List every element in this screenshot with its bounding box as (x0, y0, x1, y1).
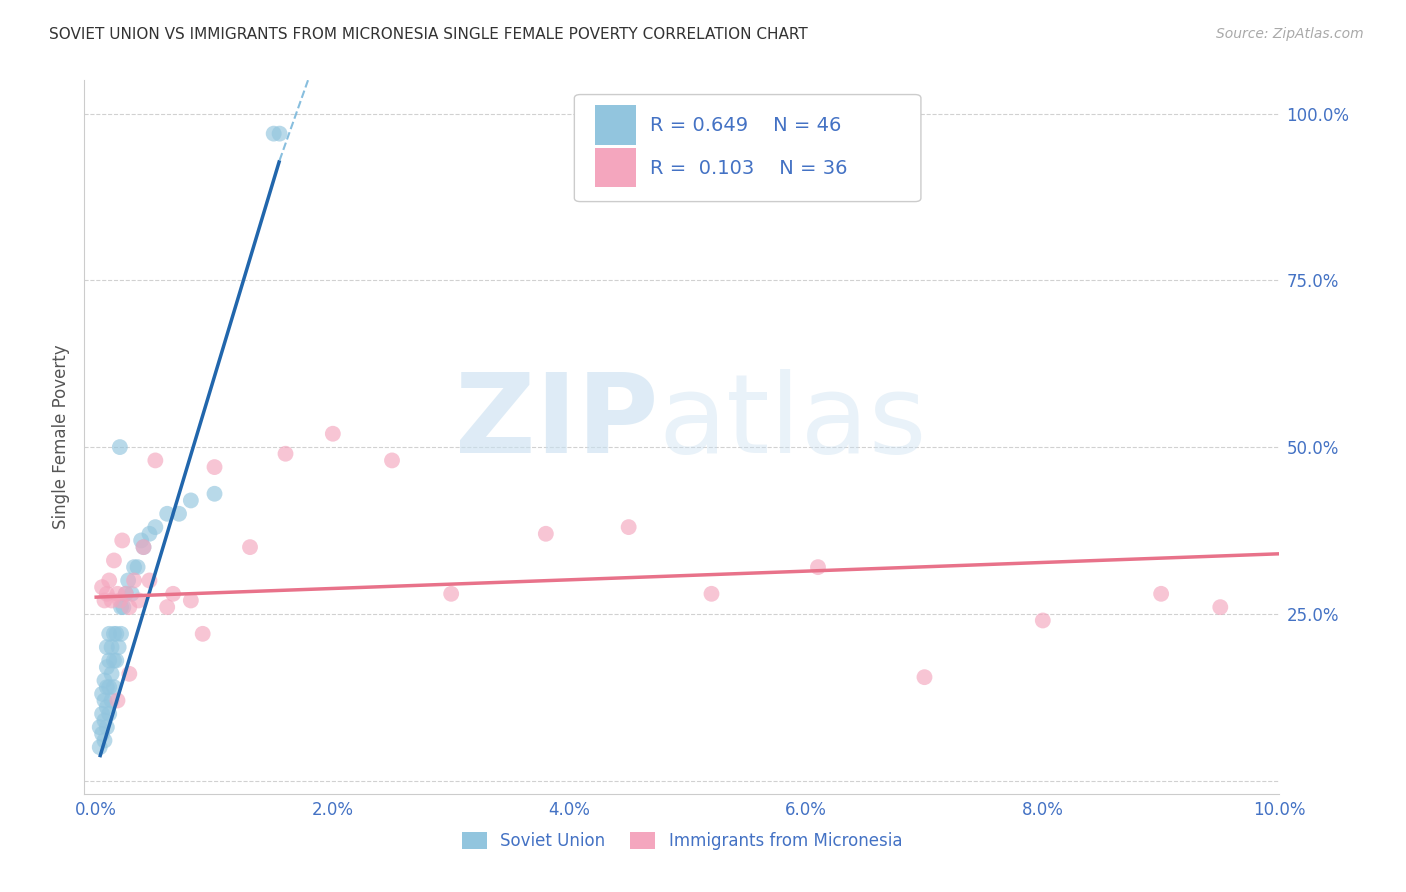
Point (98, 680, 121, 694)
Legend: Soviet Union, Immigrants from Micronesia: Soviet Union, Immigrants from Micronesia (456, 825, 908, 857)
FancyBboxPatch shape (595, 148, 637, 187)
Point (105, 627, 128, 641)
Point (118, 666, 141, 681)
Point (132, 540, 155, 554)
Point (1150, 587, 1173, 601)
Point (191, 627, 214, 641)
Point (118, 600, 141, 615)
Point (1209, 600, 1232, 615)
Point (121, 587, 143, 601)
Point (269, 127, 291, 141)
Point (93, 673, 115, 688)
Point (1032, 614, 1054, 628)
Point (114, 587, 136, 601)
Point (112, 600, 135, 615)
Point (89, 720, 111, 734)
Point (700, 587, 723, 601)
Point (96, 640, 118, 655)
Point (204, 460, 226, 475)
Point (122, 560, 145, 574)
Point (534, 526, 557, 541)
Point (132, 540, 155, 554)
Text: R =  0.103    N = 36: R = 0.103 N = 36 (650, 159, 848, 178)
Point (110, 627, 132, 641)
Point (440, 587, 463, 601)
Point (96, 660, 118, 674)
Point (807, 560, 830, 574)
Point (100, 693, 122, 707)
Point (617, 520, 640, 534)
Point (180, 493, 202, 508)
Point (91, 687, 114, 701)
Point (103, 653, 125, 667)
Point (129, 533, 152, 548)
Point (914, 670, 936, 684)
Point (93, 593, 115, 607)
Point (110, 600, 132, 615)
Point (143, 453, 166, 467)
Point (180, 593, 202, 607)
Text: ZIP: ZIP (454, 369, 658, 476)
Point (98, 653, 121, 667)
Point (96, 680, 118, 694)
Point (98, 574, 121, 588)
Point (127, 560, 149, 574)
FancyBboxPatch shape (575, 95, 921, 202)
Point (103, 627, 125, 641)
Point (263, 127, 285, 141)
Point (138, 574, 160, 588)
Point (96, 587, 118, 601)
Point (103, 680, 125, 694)
Point (96, 700, 118, 714)
Point (93, 693, 115, 707)
Point (117, 574, 139, 588)
Text: SOVIET UNION VS IMMIGRANTS FROM MICRONESIA SINGLE FEMALE POVERTY CORRELATION CHA: SOVIET UNION VS IMMIGRANTS FROM MICRONES… (49, 27, 808, 42)
Point (138, 526, 160, 541)
Point (93, 733, 115, 747)
Point (122, 574, 145, 588)
Point (114, 587, 136, 601)
Point (381, 453, 404, 467)
Text: atlas: atlas (658, 369, 927, 476)
Point (274, 447, 297, 461)
FancyBboxPatch shape (595, 105, 637, 145)
Point (100, 640, 122, 655)
Point (204, 487, 226, 501)
Point (98, 627, 121, 641)
Point (96, 720, 118, 734)
Point (108, 440, 131, 454)
Point (91, 727, 114, 741)
Point (167, 507, 190, 521)
Point (322, 426, 344, 441)
Point (100, 593, 122, 607)
Point (156, 600, 179, 615)
Point (98, 706, 121, 721)
Point (107, 587, 129, 601)
Point (93, 714, 115, 728)
Point (103, 553, 125, 567)
Point (91, 580, 114, 594)
Point (100, 666, 122, 681)
Point (108, 593, 131, 607)
Point (111, 533, 134, 548)
Text: Source: ZipAtlas.com: Source: ZipAtlas.com (1216, 27, 1364, 41)
Point (128, 593, 150, 607)
Point (156, 507, 179, 521)
Y-axis label: Single Female Poverty: Single Female Poverty (52, 345, 70, 529)
Point (89, 740, 111, 755)
Point (107, 640, 129, 655)
Point (107, 693, 129, 707)
Point (105, 653, 128, 667)
Point (91, 706, 114, 721)
Point (239, 540, 262, 554)
Point (143, 520, 166, 534)
Point (162, 587, 184, 601)
Text: R = 0.649    N = 46: R = 0.649 N = 46 (650, 116, 841, 135)
